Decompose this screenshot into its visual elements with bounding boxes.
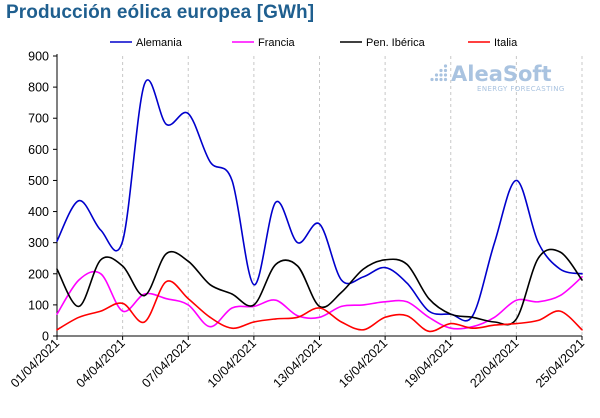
legend-label: Pen. Ibérica: [366, 37, 426, 49]
x-tick-label: 01/04/2021: [8, 336, 62, 390]
logo-dot: [439, 77, 443, 82]
x-tick-label: 07/04/2021: [139, 336, 193, 390]
legend: Alemania Francia Pen. Ibérica Italia: [110, 37, 518, 49]
y-tick-label: 700: [28, 112, 49, 126]
grid: [122, 56, 583, 336]
y-tick-label: 900: [28, 50, 49, 64]
x-tick-label: 19/04/2021: [402, 336, 456, 390]
x-tick-label: 04/04/2021: [74, 336, 128, 390]
logo-dot: [434, 73, 439, 77]
legend-label: Italia: [494, 37, 518, 49]
y-tick-label: 0: [42, 330, 49, 344]
series-line-pen-ib-rica: [56, 248, 583, 326]
series-line-italia: [56, 280, 583, 333]
x-tick-label: 13/04/2021: [270, 336, 324, 390]
x-axis-ticks: 01/04/2021 04/04/2021 07/04/2021 10/04/2021…: [8, 336, 587, 390]
x-tick-label: 16/04/2021: [336, 336, 390, 390]
logo-dot: [434, 77, 439, 82]
logo-dot: [439, 73, 443, 77]
y-axis-ticks: 0 100 200 300 400 500 600 700 800 900: [28, 50, 57, 344]
legend-label: Francia: [258, 37, 296, 49]
chart-title: Producción eólica europea [GWh]: [6, 2, 315, 23]
logo-dot: [443, 68, 448, 73]
aleasoft-logo-icon: [430, 64, 448, 82]
x-tick-label: 25/04/2021: [533, 336, 587, 390]
y-tick-label: 300: [28, 236, 49, 250]
y-tick-label: 200: [28, 267, 49, 281]
series-line-alemania: [56, 79, 583, 322]
legend-label: Alemania: [136, 37, 183, 49]
y-tick-label: 100: [28, 298, 49, 312]
logo-dot: [443, 64, 448, 68]
logo-dot: [443, 73, 448, 77]
y-tick-label: 400: [28, 205, 49, 219]
logo-dot: [430, 77, 434, 82]
logo-dot: [439, 68, 443, 73]
watermark-tagline: ENERGY FORECASTING: [477, 85, 565, 93]
y-tick-label: 600: [28, 143, 49, 157]
watermark-brand: AleaSoft: [451, 62, 552, 86]
watermark: AleaSoft ENERGY FORECASTING: [430, 62, 564, 93]
series-lines: [56, 79, 583, 333]
y-tick-label: 800: [28, 81, 49, 95]
y-tick-label: 500: [28, 174, 49, 188]
x-tick-label: 22/04/2021: [467, 336, 521, 390]
logo-dot: [443, 77, 448, 82]
series-line-francia: [56, 270, 583, 330]
x-tick-label: 10/04/2021: [205, 336, 259, 390]
